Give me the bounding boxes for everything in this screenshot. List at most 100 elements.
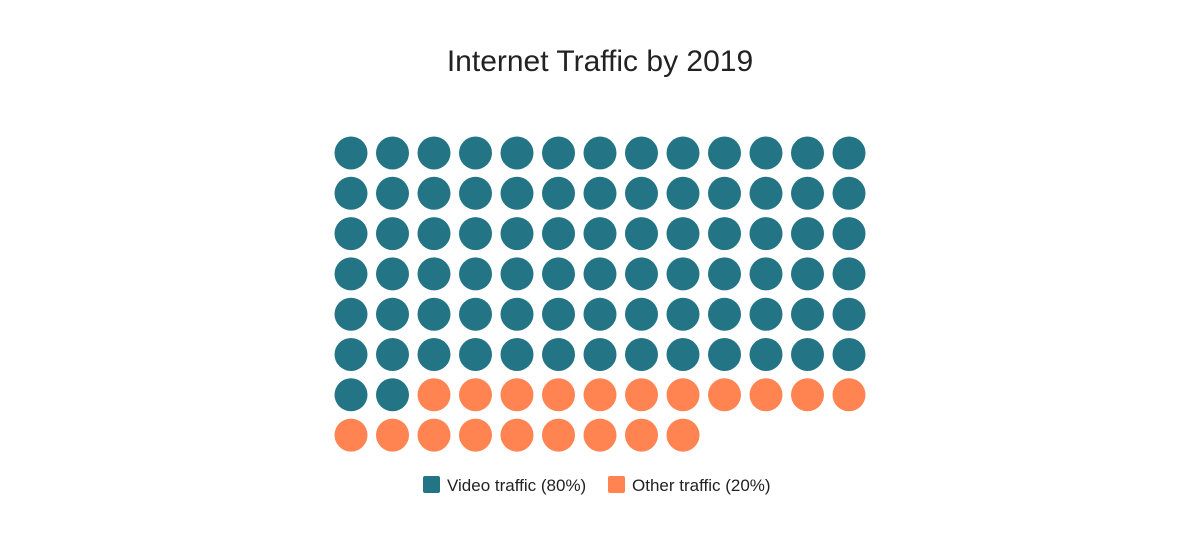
- waffle-cell-video-traffic: [334, 378, 368, 412]
- waffle-cell-video-traffic: [708, 338, 741, 371]
- waffle-cell-video-traffic: [832, 297, 866, 331]
- waffle-cell-video-traffic: [791, 176, 824, 210]
- waffle-cell-other-traffic: [376, 418, 409, 452]
- legend-label-video-traffic: Video traffic (80%): [447, 476, 586, 495]
- waffle-cell-video-traffic: [832, 217, 866, 251]
- waffle-cell-video-traffic: [500, 297, 534, 331]
- waffle-cell-other-traffic: [459, 418, 492, 452]
- waffle-cell-video-traffic: [625, 136, 658, 170]
- waffle-cell-other-traffic: [542, 378, 575, 412]
- waffle-cell-video-traffic: [666, 176, 700, 210]
- waffle-cell-video-traffic: [832, 136, 866, 170]
- waffle-cell-video-traffic: [583, 217, 617, 251]
- waffle-cell-video-traffic: [459, 217, 492, 251]
- waffle-cell-video-traffic: [459, 257, 492, 291]
- waffle-cell-video-traffic: [500, 176, 534, 210]
- waffle-cell-video-traffic: [376, 338, 409, 371]
- waffle-cell-video-traffic: [334, 136, 368, 170]
- waffle-cell-video-traffic: [791, 297, 824, 331]
- waffle-cell-video-traffic: [334, 257, 368, 291]
- waffle-cell-other-traffic: [791, 378, 824, 412]
- waffle-cell-other-traffic: [500, 418, 534, 452]
- waffle-cell-video-traffic: [459, 297, 492, 331]
- waffle-cell-video-traffic: [542, 257, 575, 291]
- waffle-cell-other-traffic: [832, 378, 866, 412]
- waffle-cell-video-traffic: [791, 136, 824, 170]
- waffle-cell-video-traffic: [459, 136, 492, 170]
- waffle-cell-other-traffic: [583, 378, 617, 412]
- waffle-cell-video-traffic: [542, 297, 575, 331]
- waffle-cell-video-traffic: [417, 257, 451, 291]
- waffle-cell-video-traffic: [376, 217, 409, 251]
- legend-swatch-video-traffic: [423, 476, 440, 493]
- waffle-cell-video-traffic: [334, 338, 368, 371]
- waffle-cell-video-traffic: [542, 217, 575, 251]
- waffle-cell-video-traffic: [500, 136, 534, 170]
- waffle-cell-video-traffic: [417, 338, 451, 371]
- waffle-cell-video-traffic: [459, 338, 492, 371]
- waffle-cell-video-traffic: [832, 338, 866, 371]
- waffle-cell-other-traffic: [666, 378, 700, 412]
- waffle-cell-other-traffic: [666, 418, 700, 452]
- waffle-cell-video-traffic: [791, 338, 824, 371]
- waffle-cell-video-traffic: [334, 176, 368, 210]
- waffle-cell-video-traffic: [376, 378, 409, 412]
- waffle-cell-video-traffic: [666, 136, 700, 170]
- waffle-cell-video-traffic: [749, 257, 783, 291]
- waffle-cell-other-traffic: [583, 418, 617, 452]
- waffle-cell-other-traffic: [625, 378, 658, 412]
- waffle-cell-video-traffic: [376, 297, 409, 331]
- waffle-cell-video-traffic: [832, 176, 866, 210]
- waffle-cell-video-traffic: [376, 176, 409, 210]
- waffle-cell-video-traffic: [583, 338, 617, 371]
- waffle-cell-video-traffic: [500, 217, 534, 251]
- waffle-cell-video-traffic: [749, 297, 783, 331]
- waffle-cell-video-traffic: [542, 338, 575, 371]
- waffle-cell-video-traffic: [376, 136, 409, 170]
- waffle-cell-video-traffic: [625, 257, 658, 291]
- waffle-cell-video-traffic: [334, 297, 368, 331]
- waffle-cell-video-traffic: [832, 257, 866, 291]
- waffle-cell-other-traffic: [417, 418, 451, 452]
- waffle-grid: [334, 136, 866, 452]
- waffle-cell-video-traffic: [417, 217, 451, 251]
- waffle-cell-video-traffic: [791, 257, 824, 291]
- waffle-cell-video-traffic: [749, 338, 783, 371]
- waffle-cell-video-traffic: [583, 136, 617, 170]
- waffle-cell-other-traffic: [708, 378, 741, 412]
- waffle-cell-video-traffic: [625, 297, 658, 331]
- waffle-cell-video-traffic: [459, 176, 492, 210]
- waffle-cell-video-traffic: [749, 136, 783, 170]
- waffle-cell-video-traffic: [708, 136, 741, 170]
- waffle-cell-video-traffic: [625, 338, 658, 371]
- waffle-cell-video-traffic: [500, 338, 534, 371]
- waffle-cell-video-traffic: [708, 176, 741, 210]
- waffle-cell-video-traffic: [417, 176, 451, 210]
- waffle-cell-video-traffic: [417, 297, 451, 331]
- waffle-cell-video-traffic: [583, 257, 617, 291]
- waffle-cell-video-traffic: [583, 176, 617, 210]
- waffle-cell-video-traffic: [666, 257, 700, 291]
- waffle-cell-video-traffic: [417, 136, 451, 170]
- waffle-cell-other-traffic: [459, 378, 492, 412]
- waffle-cell-video-traffic: [791, 217, 824, 251]
- waffle-cell-video-traffic: [625, 217, 658, 251]
- legend-label-other-traffic: Other traffic (20%): [632, 476, 771, 495]
- waffle-cell-video-traffic: [334, 217, 368, 251]
- waffle-cell-other-traffic: [500, 378, 534, 412]
- chart-title: Internet Traffic by 2019: [447, 45, 753, 78]
- waffle-cell-video-traffic: [708, 297, 741, 331]
- waffle-cell-video-traffic: [666, 338, 700, 371]
- waffle-cell-video-traffic: [625, 176, 658, 210]
- waffle-cell-other-traffic: [417, 378, 451, 412]
- waffle-cell-video-traffic: [500, 257, 534, 291]
- legend: Video traffic (80%) Other traffic (20%): [423, 476, 771, 495]
- waffle-cell-other-traffic: [749, 378, 783, 412]
- waffle-cell-video-traffic: [666, 217, 700, 251]
- waffle-cell-other-traffic: [542, 418, 575, 452]
- waffle-cell-video-traffic: [666, 297, 700, 331]
- waffle-cell-video-traffic: [542, 176, 575, 210]
- waffle-cell-video-traffic: [708, 217, 741, 251]
